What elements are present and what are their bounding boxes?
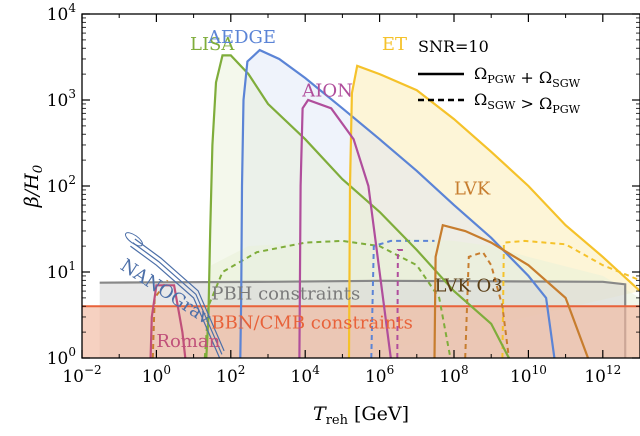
x-tick-label-7: 1012 <box>584 363 621 387</box>
series-nanograv-contour-0 <box>130 245 221 358</box>
dashed-curve-4 <box>464 251 510 358</box>
x-tick-label-0: 10−2 <box>62 363 101 387</box>
y-tick-label-1: 101 <box>47 259 76 283</box>
x-tick-label-6: 1010 <box>510 363 547 387</box>
series-nanograv-contour-2 <box>134 238 225 352</box>
label-aion: AION <box>301 80 353 101</box>
y-tick-label-4: 104 <box>47 1 77 25</box>
constraint-regions <box>82 50 640 358</box>
dashed-curve-2 <box>396 249 406 358</box>
label-aedge: AEDGE <box>207 27 276 48</box>
series-et <box>347 64 640 358</box>
axes: 10−2 100 102 104 106 108 1010 10121001011021031… <box>21 1 640 428</box>
dashed-curve-1 <box>370 239 435 358</box>
dashed-curve-3 <box>501 239 640 358</box>
x-tick-label-5: 108 <box>439 363 468 387</box>
annotation-1: PBH constraints <box>211 284 360 305</box>
series-curves <box>124 48 640 358</box>
x-tick-label-1: 100 <box>142 363 171 387</box>
label-lvk: LVK <box>454 178 491 199</box>
legend-title: SNR=10 <box>418 37 489 56</box>
x-tick-label-2: 102 <box>216 363 245 387</box>
label-lisa: LISA <box>190 34 235 55</box>
y-axis-title: β/H0 <box>21 164 46 208</box>
x-tick-label-3: 104 <box>291 363 321 387</box>
label-et: ET <box>382 34 407 55</box>
legend-entry-solid: ΩPGW + ΩSGW <box>474 64 581 90</box>
pbh-boundary <box>99 279 627 358</box>
series-nanograv-contour-1 <box>132 242 223 355</box>
x-axis-title: Treh [GeV] <box>313 403 409 428</box>
annotation-0: LVK O3 <box>435 275 503 296</box>
legend-entry-dashed: ΩSGW > ΩPGW <box>474 90 581 116</box>
series-lvk <box>433 223 590 358</box>
x-tick-label-4: 106 <box>365 363 394 387</box>
y-tick-label-2: 102 <box>47 173 76 197</box>
bbn-cmb-region <box>82 306 640 358</box>
series-roman <box>149 284 187 358</box>
annotation-2: BBN/CMB constraints <box>211 312 413 333</box>
series-aedge <box>239 48 556 358</box>
y-tick-label-0: 100 <box>47 345 76 369</box>
y-tick-label-3: 103 <box>47 87 76 111</box>
series-nanograv-island <box>124 232 144 247</box>
series-aion <box>298 98 392 358</box>
label-roman: Roman <box>156 331 220 352</box>
